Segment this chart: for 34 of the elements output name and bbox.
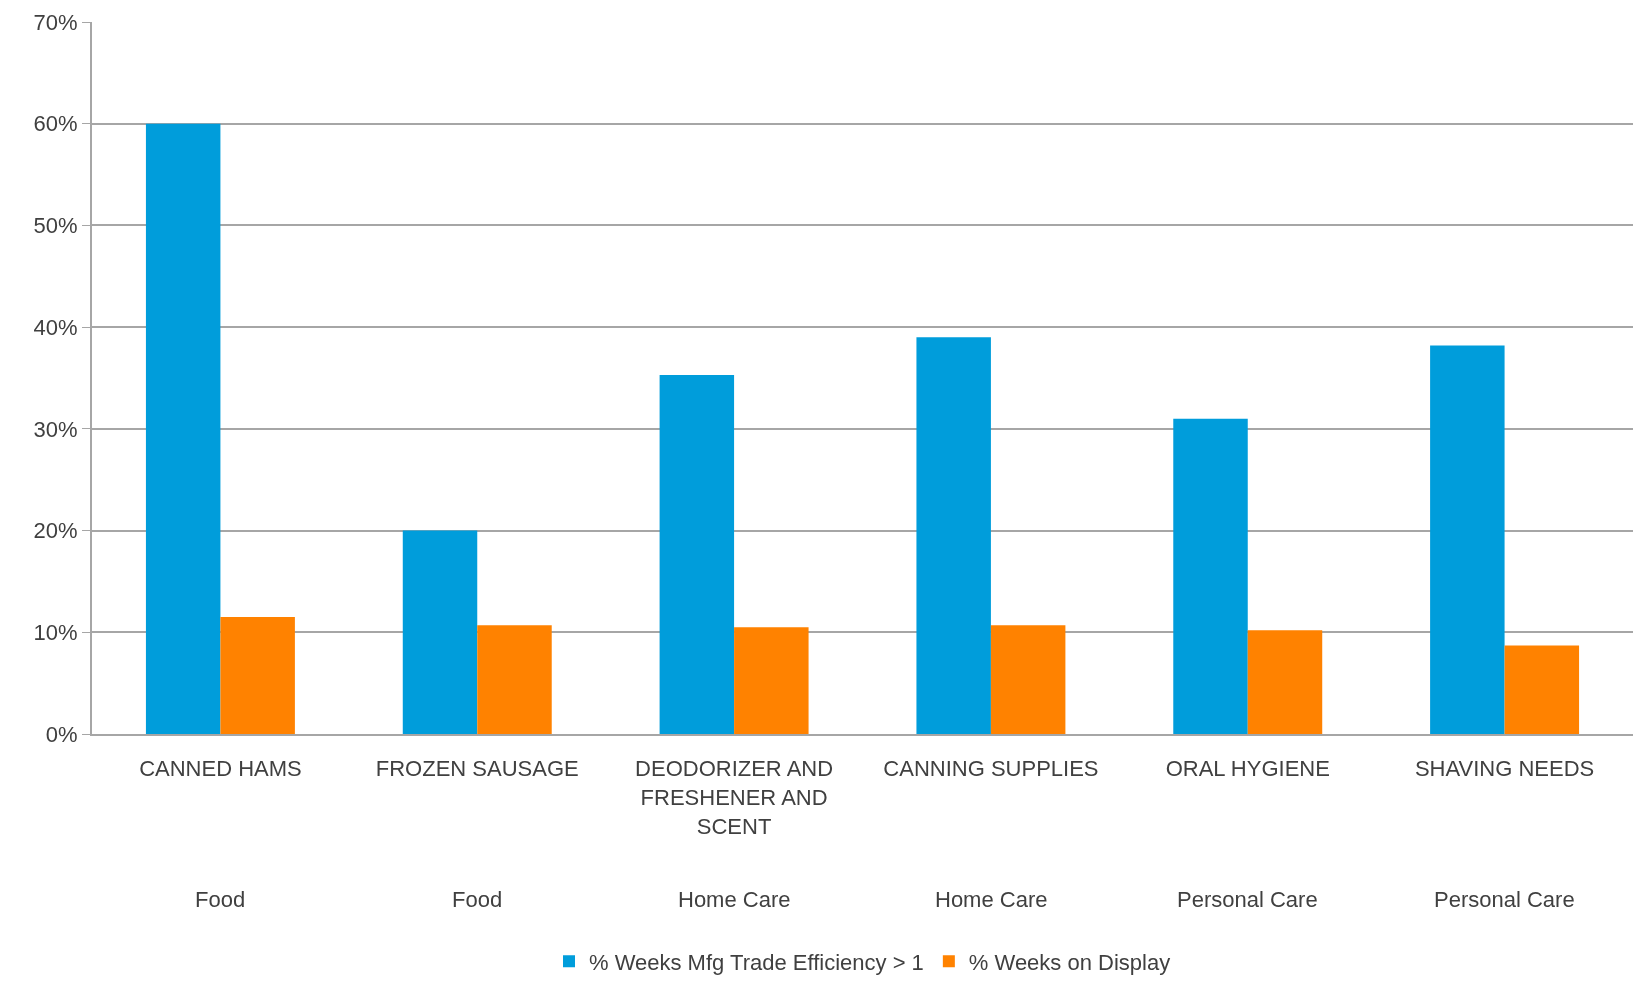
bar (1247, 630, 1323, 734)
text: Home Care (935, 887, 1048, 912)
bar (402, 530, 478, 734)
legend-label: % Weeks on Display (968, 949, 1171, 975)
bar (990, 625, 1066, 734)
text: Personal Care (1434, 887, 1575, 912)
x-tick-label: SHAVING NEEDS (1414, 756, 1595, 782)
x-tick-label: CANNED HAMS (139, 756, 302, 782)
y-tick-label: 20% (33, 518, 78, 544)
x-tick-label: ORAL HYGIENE (1165, 756, 1330, 782)
bar (477, 625, 552, 734)
bar (145, 123, 221, 734)
x-tick-label: CANNING SUPPLIES (883, 756, 1099, 782)
y-tick-label: 40% (33, 314, 78, 340)
text: Food (195, 887, 246, 912)
bar (1430, 345, 1505, 734)
text: Personal Care (1177, 887, 1318, 912)
x-tick-label: DEODORIZER AND FRESHENER AND SCENT (635, 756, 834, 839)
x-tick-label: FROZEN SAUSAGE (375, 756, 579, 782)
y-tick-label: 60% (33, 111, 78, 137)
y-tick-label: 10% (33, 619, 78, 645)
text: Food (452, 887, 503, 912)
bar (1504, 645, 1580, 734)
bar (734, 627, 809, 734)
legend-label: % Weeks Mfg Trade Efficiency > 1 (589, 949, 924, 975)
bar (659, 374, 735, 734)
text: Home Care (678, 887, 791, 912)
y-tick-label: 30% (33, 416, 78, 442)
y-tick-label: 0% (45, 721, 78, 747)
bar (916, 337, 991, 734)
bar (220, 617, 295, 734)
y-tick-label: 70% (33, 9, 78, 35)
bar (1173, 418, 1248, 734)
y-tick-label: 50% (33, 213, 78, 239)
